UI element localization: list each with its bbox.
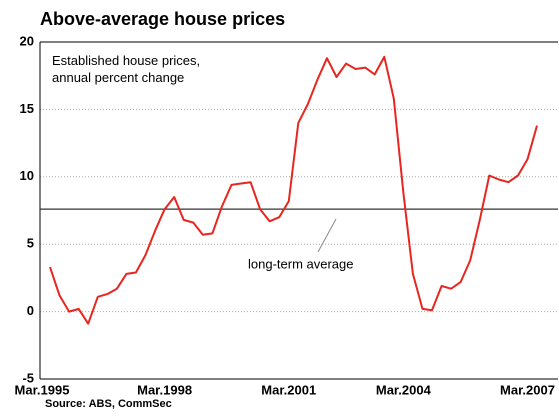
data-line [49, 55, 538, 325]
annotation-leader [317, 218, 337, 253]
annotation: long-term average [248, 256, 354, 271]
chart-title: Above-average house prices [40, 9, 285, 29]
x-tick-label: Mar.1998 [137, 382, 192, 397]
subtitle: Established house prices, annual percent … [52, 53, 200, 85]
y-tick-label: 5 [27, 236, 34, 251]
x-tick-label: Mar.1995 [15, 382, 70, 397]
y-tick-label: 15 [20, 101, 34, 116]
x-tick-label: Mar.2007 [500, 382, 555, 397]
y-tick-label: -5 [22, 370, 34, 385]
x-tick-label: Mar.2001 [261, 382, 316, 397]
source: Source: ABS, CommSec [45, 398, 172, 410]
subtitle-line: annual percent change [52, 70, 184, 85]
x-tick-label: Mar.2004 [376, 382, 432, 397]
y-tick-label: 20 [20, 33, 34, 48]
y-tick-label: 0 [27, 303, 34, 318]
y-tick-label: 10 [20, 168, 34, 183]
subtitle-line: Established house prices, [52, 53, 200, 68]
